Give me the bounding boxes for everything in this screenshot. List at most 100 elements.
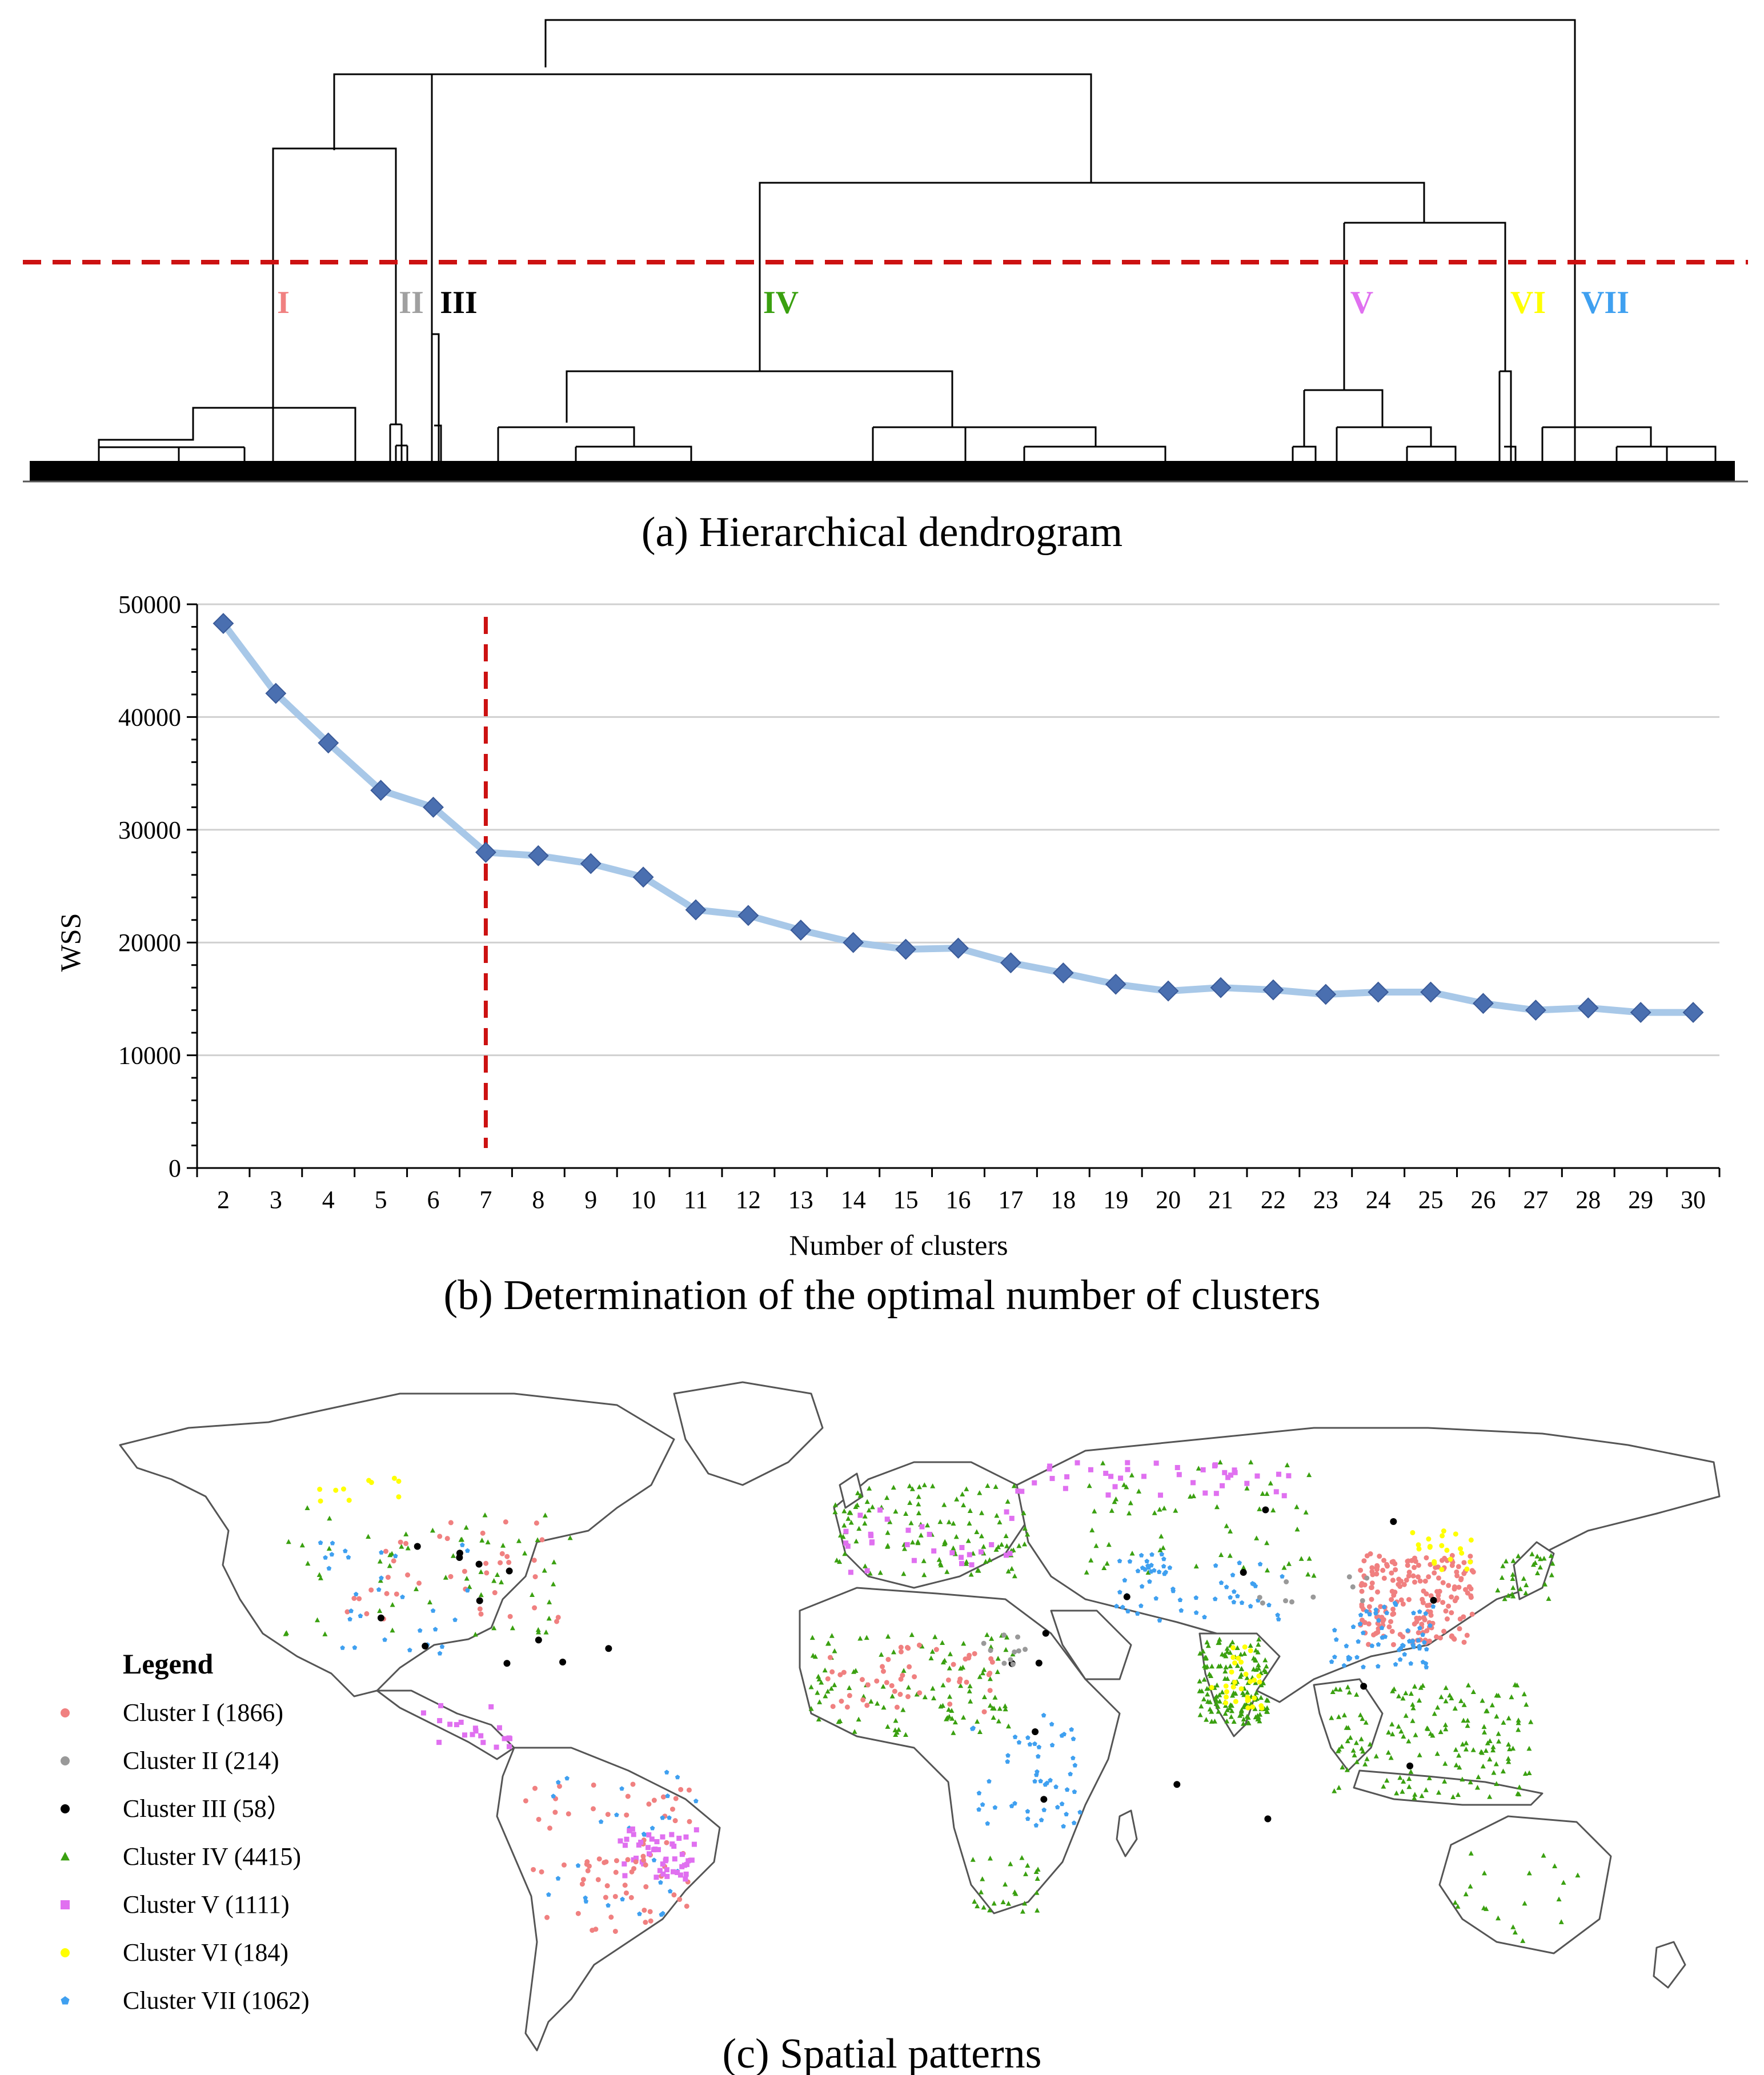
map-point [1470, 1569, 1476, 1575]
map-point [503, 1519, 508, 1525]
map-point [683, 1876, 688, 1882]
map-point [997, 1519, 1003, 1524]
map-point [1281, 1493, 1287, 1499]
map-point [1516, 1720, 1521, 1725]
map-point [1375, 1589, 1381, 1595]
map-point [1359, 1588, 1365, 1594]
map-point [1125, 1460, 1130, 1466]
map-point [984, 1632, 990, 1637]
wss-point [895, 938, 917, 960]
map-point [1407, 1638, 1412, 1644]
map-point [958, 1683, 964, 1688]
map-point [1039, 1817, 1044, 1823]
map-point [927, 1531, 932, 1537]
map-point [1311, 1572, 1317, 1578]
map-point [901, 1546, 907, 1551]
map-point [1484, 1708, 1489, 1713]
map-point [1371, 1632, 1377, 1637]
map-point [809, 1635, 815, 1640]
map-point [640, 1857, 646, 1863]
map-point [1458, 1546, 1464, 1552]
map-point [623, 1890, 629, 1896]
map-point [837, 1532, 843, 1538]
map-point [1289, 1599, 1294, 1605]
map-point [1176, 1472, 1182, 1478]
map-point [1410, 1573, 1416, 1579]
map-point [1362, 1582, 1368, 1588]
map-point [1410, 1701, 1416, 1707]
map-point [1386, 1729, 1392, 1735]
map-point [1487, 1794, 1493, 1799]
map-point [1041, 1807, 1047, 1812]
map-point [403, 1540, 409, 1546]
map-point [1532, 1560, 1538, 1566]
map-point [1121, 1482, 1127, 1487]
map-point [940, 1682, 946, 1688]
map-point [1161, 1556, 1166, 1562]
map-point [1489, 1702, 1495, 1708]
map-point [1197, 1712, 1203, 1717]
map-point [979, 1533, 984, 1539]
map-point [1254, 1473, 1260, 1479]
map-point [1389, 1588, 1395, 1594]
map-point [1158, 1534, 1164, 1539]
wss-point [1420, 981, 1441, 1003]
x-tick-label: 9 [584, 1186, 597, 1214]
map-point [1384, 1610, 1389, 1615]
map-point [1020, 1908, 1025, 1914]
map-point [1381, 1558, 1387, 1563]
map-point [1450, 1794, 1456, 1799]
map-point [967, 1520, 972, 1526]
map-point [1241, 1692, 1247, 1697]
map-point [1332, 1627, 1337, 1632]
map-point [852, 1729, 857, 1734]
map-point [1177, 1597, 1183, 1602]
map-point [1420, 1632, 1425, 1637]
map-point [1482, 1729, 1488, 1735]
map-point [1001, 1632, 1007, 1638]
map-point [1367, 1741, 1373, 1747]
map-point [1238, 1651, 1244, 1657]
map-point [1047, 1463, 1053, 1469]
map-point [1263, 1669, 1269, 1674]
dendrogram-links [98, 19, 1717, 461]
map-point [1244, 1486, 1250, 1491]
legend-marker [61, 1708, 70, 1717]
map-point [536, 1629, 542, 1635]
map-point [974, 1529, 980, 1534]
map-point [1032, 1728, 1039, 1735]
map-point [1452, 1705, 1458, 1711]
map-point [1035, 1876, 1040, 1881]
map-point [1474, 1784, 1480, 1790]
map-point [1526, 1770, 1532, 1775]
map-point [542, 1512, 548, 1518]
map-point [1224, 1645, 1230, 1651]
map-point [1465, 1717, 1470, 1723]
map-point [1506, 1715, 1512, 1721]
map-point [444, 1536, 450, 1542]
map-point [660, 1794, 666, 1800]
map-point [1235, 1594, 1240, 1599]
wss-x-tick-labels: 2 3 4 5 6 7 8 9 10 11 12 13 14 15 16 17 18 19 20 21 22 23 24 25… [217, 1186, 1706, 1214]
map-point [1550, 1560, 1555, 1566]
map-point [420, 1710, 426, 1716]
map-point [877, 1507, 883, 1513]
map-point [1257, 1595, 1262, 1600]
map-point [891, 1484, 896, 1490]
map-point [646, 1801, 652, 1807]
map-point [987, 1703, 993, 1708]
map-point [1377, 1554, 1382, 1559]
map-point [961, 1715, 967, 1720]
y-tick-label: 30000 [118, 816, 181, 844]
dendrogram-link [575, 445, 692, 461]
map-point [1453, 1762, 1459, 1768]
map-point [1152, 1510, 1157, 1515]
map-point [1396, 1724, 1401, 1729]
map-point [1205, 1691, 1210, 1697]
map-point [1003, 1703, 1008, 1708]
map-point [1346, 1689, 1352, 1695]
map-point [1332, 1654, 1337, 1659]
map-point [1209, 1663, 1214, 1669]
map-point [1381, 1604, 1387, 1610]
map-point [1242, 1644, 1248, 1650]
